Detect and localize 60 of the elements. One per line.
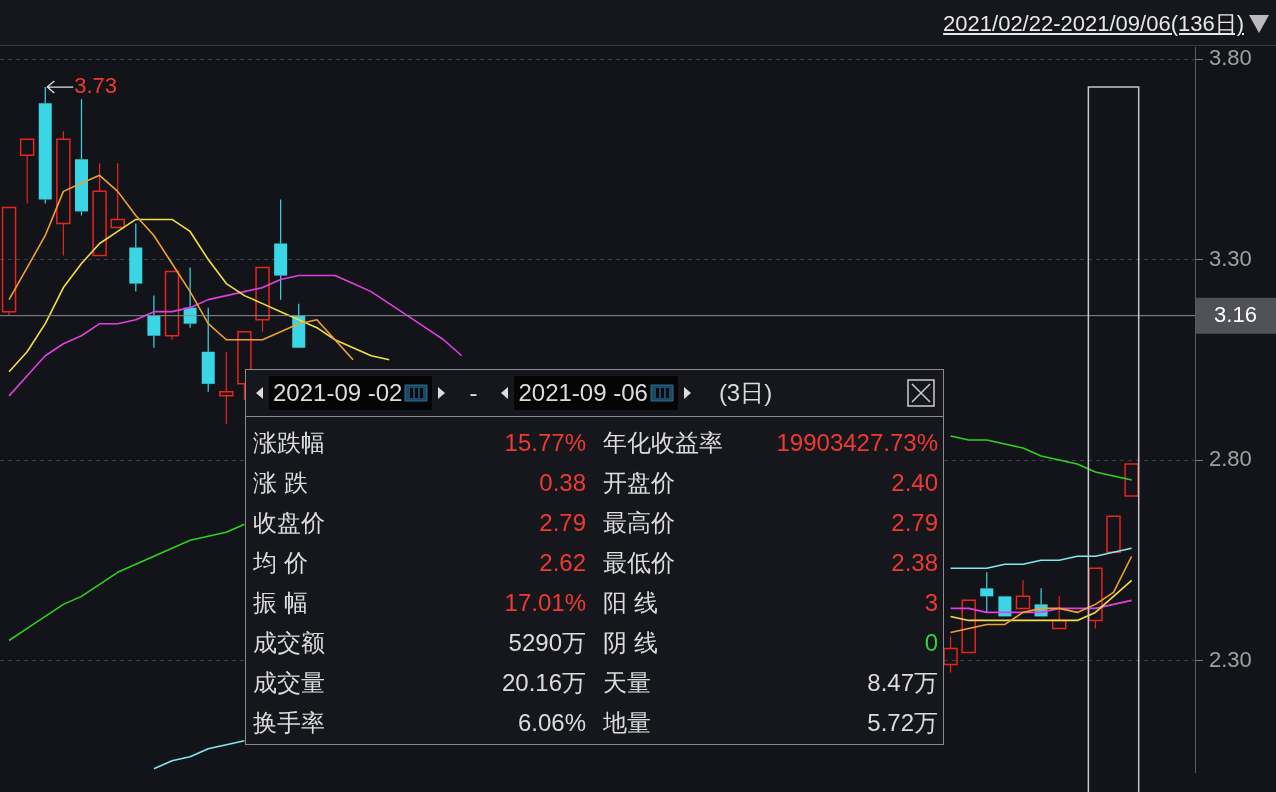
annotation: 成交量 [253,668,326,698]
annotation: 5290万 [507,628,586,658]
candlestick [219,351,234,425]
candlestick [183,266,197,329]
candlestick [110,162,125,229]
annotation: 收盘价 [253,508,326,538]
annotation: 3 [923,589,938,617]
annotation: 6.06% [516,709,586,737]
annotation: 均 价 [253,548,309,578]
annotation: 2.38 [890,549,938,577]
y-tick-label: 3.30 [1209,245,1252,271]
annotation: 最低价 [602,548,676,578]
candlestick [129,222,143,293]
annotation: 阴 线 [602,628,659,658]
y-tick-label: 2.30 [1209,646,1252,672]
y-tick-label: 3.80 [1209,45,1252,71]
annotation: 年化收益率 [602,428,724,458]
candlestick [92,162,107,257]
annotation: 2.40 [890,469,938,497]
annotation: 天量 [602,668,652,698]
candlestick [274,198,288,301]
candlestick [980,571,994,613]
annotation: (3日) [718,378,773,408]
annotation: 地量 [602,708,652,738]
candlestick [201,307,215,393]
annotation: 振 幅 [253,588,309,618]
candlestick [1,206,17,317]
candlestick [19,138,35,204]
annotation: 20.16万 [500,668,586,698]
candlestick [943,635,958,674]
annotation: 19903427.73% [775,429,938,457]
candlestick [56,130,71,257]
candlestick [1051,595,1067,630]
candlestick [147,295,161,349]
annotation: 2021-09 -02 [273,379,403,407]
candlestick [38,86,52,204]
annotation: 涨跌幅 [253,428,326,458]
annotation: 0.38 [538,469,586,497]
annotation: 15.77% [503,429,586,457]
annotation: 开盘价 [602,468,676,498]
annotation: 成交额 [253,628,326,658]
candlestick [74,98,88,217]
annotation: 2021-09 -06 [518,379,648,407]
annotation: 3.73 [74,73,118,99]
annotation: 换手率 [253,708,326,738]
annotation: 阳 线 [602,588,659,618]
annotation: 2.62 [538,549,586,577]
candlestick [164,270,180,341]
annotation: - [469,379,478,407]
annotation: 0 [923,629,938,657]
annotation: 8.47万 [866,668,938,698]
annotation: 涨 跌 [253,468,309,498]
annotation: 17.01% [503,589,586,617]
annotation: 2.79 [890,509,938,537]
text: 2021/02/22-2021/09/06(136日) [943,10,1244,38]
annotation: 5.72万 [866,708,938,738]
annotation: 最高价 [602,508,676,538]
y-tick-label: 2.80 [1209,446,1252,472]
annotation: 2.79 [538,509,586,537]
ref-line-label: 3.16 [1214,301,1257,327]
